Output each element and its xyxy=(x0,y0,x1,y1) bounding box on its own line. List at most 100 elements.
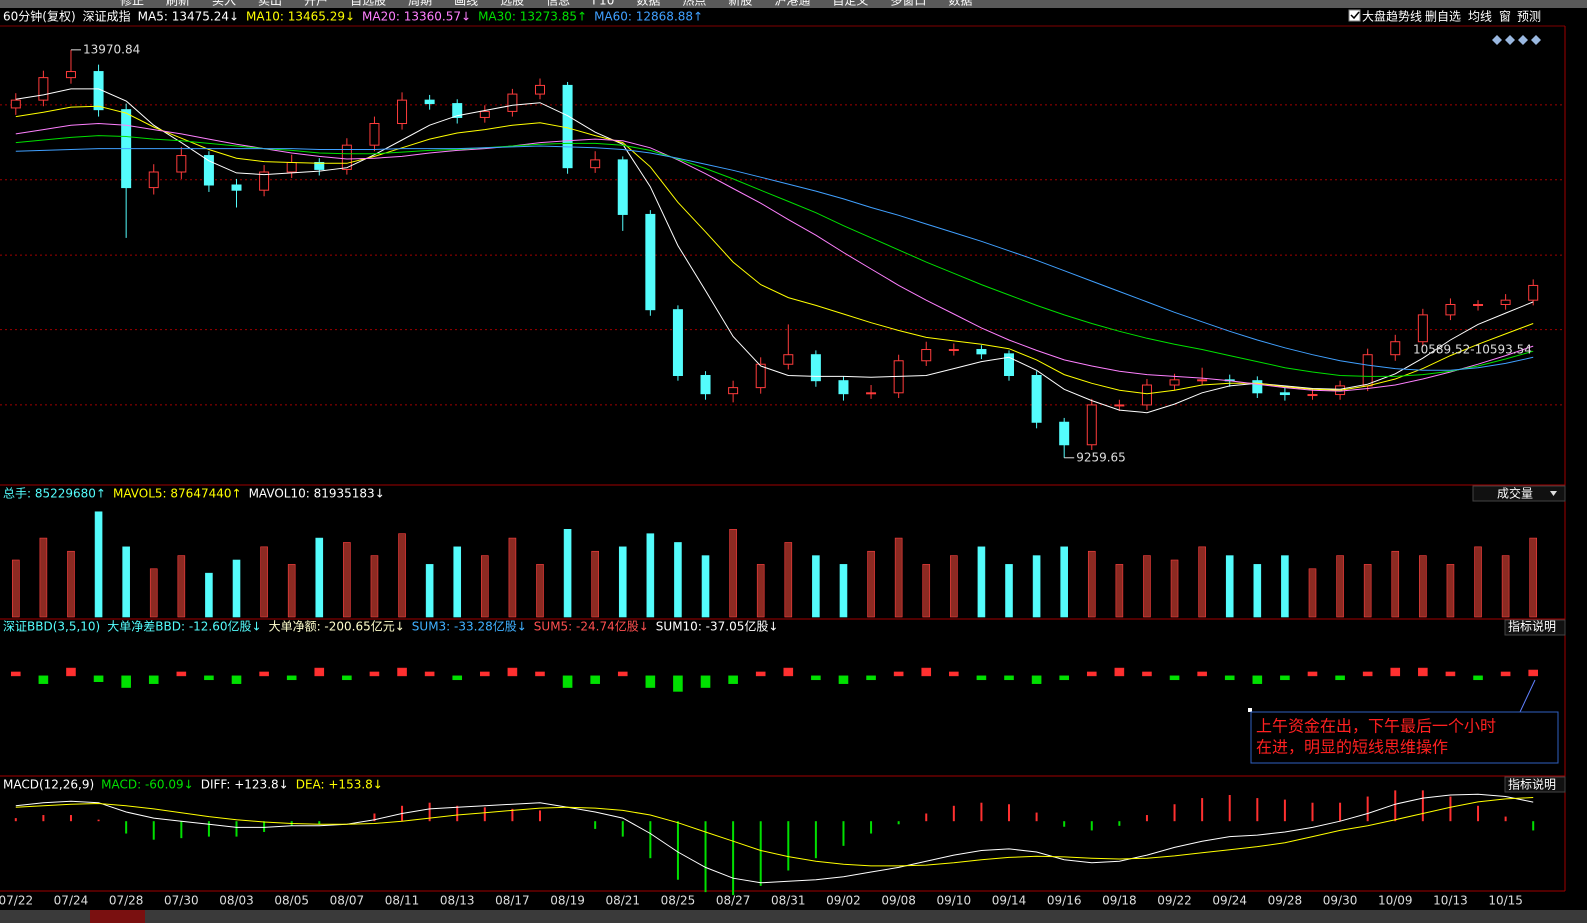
toolbar-item[interactable]: 卖出 xyxy=(258,0,282,8)
toolbar-button[interactable]: 大盘趋势线 xyxy=(1362,9,1422,24)
bar xyxy=(617,671,628,677)
bar xyxy=(480,671,490,677)
toolbar-item[interactable]: 自定义 xyxy=(832,0,868,8)
bar xyxy=(453,546,462,618)
status-bar xyxy=(0,910,1587,923)
toolbar-item[interactable]: 画线 xyxy=(454,0,478,8)
x-tick-label: 09/18 xyxy=(1102,894,1137,908)
checkbox[interactable] xyxy=(1348,9,1361,22)
bar xyxy=(811,675,821,681)
x-tick-label: 08/25 xyxy=(661,894,696,908)
toolbar-button[interactable]: 均线 xyxy=(1468,10,1492,24)
bar xyxy=(1445,671,1456,677)
bar xyxy=(783,667,794,677)
bar xyxy=(507,667,518,677)
candle-body xyxy=(921,349,932,362)
bar xyxy=(259,671,269,677)
legend-item: SUM10: -37.05亿股↓ xyxy=(656,619,779,634)
candle-body xyxy=(1169,379,1180,386)
candle-body xyxy=(672,309,683,376)
legend-item: MA5: 13475.24↓ xyxy=(138,10,239,24)
bar xyxy=(10,671,21,677)
indicator-button[interactable] xyxy=(1472,485,1566,502)
toolbar-item[interactable]: 数据 xyxy=(636,0,660,8)
toolbar-button[interactable]: 窗 xyxy=(1499,10,1511,24)
toolbar-item[interactable]: 自选股 xyxy=(350,0,386,8)
candle-body xyxy=(1500,299,1511,305)
callout-text: 在进，明显的短线思维操作 xyxy=(1256,738,1448,757)
toolbar-item[interactable]: 选股 xyxy=(500,0,524,8)
candle-body xyxy=(176,155,187,173)
x-tick-label: 08/07 xyxy=(330,894,365,908)
toolbar-item[interactable]: 刷新 xyxy=(166,0,190,8)
bar xyxy=(369,671,380,677)
bar xyxy=(894,537,903,618)
bar xyxy=(977,546,986,618)
x-tick-label: 08/31 xyxy=(771,894,806,908)
toolbar-item[interactable]: 信息 xyxy=(546,0,570,8)
bar xyxy=(1280,675,1290,681)
legend-item: 总手: 85229680↑ xyxy=(3,487,106,501)
candle-body xyxy=(1445,303,1456,316)
indicator-button-label[interactable]: 指标说明 xyxy=(1508,619,1556,634)
header-bar xyxy=(0,8,1587,26)
candle-body xyxy=(783,354,794,365)
bar xyxy=(1005,564,1013,618)
candle-body xyxy=(1417,314,1428,343)
indicator-button-label[interactable]: 指标说明 xyxy=(1508,777,1556,792)
low-label: 9259.65 xyxy=(1076,450,1126,464)
indicator-button[interactable] xyxy=(1504,776,1566,793)
bar xyxy=(314,667,325,677)
toolbar-item[interactable]: 沪港通 xyxy=(774,0,810,8)
toolbar-item[interactable]: 热点 xyxy=(682,0,706,8)
toolbar-item[interactable]: 数据 xyxy=(948,0,972,8)
legend-item: MACD(12,26,9) xyxy=(3,778,94,792)
bar xyxy=(177,555,186,618)
toolbar-item[interactable]: 开户 xyxy=(304,0,328,8)
legend-item: SUM5: -24.74亿股↓ xyxy=(534,619,649,634)
bar xyxy=(1225,555,1234,618)
bar xyxy=(536,564,544,618)
bar xyxy=(94,511,103,618)
candle-body xyxy=(341,144,352,170)
toolbar-button[interactable]: 预测 xyxy=(1517,10,1541,24)
toolbar-item[interactable]: F10 xyxy=(592,0,614,8)
candle-body xyxy=(1473,303,1484,306)
legend-item: 60分钟(复权) xyxy=(3,9,76,24)
bar xyxy=(204,675,214,681)
bar xyxy=(839,564,848,618)
candle-body xyxy=(534,84,545,95)
toolbar-item[interactable]: 周期 xyxy=(408,0,432,8)
legend-item: 深证成指 xyxy=(83,9,131,24)
toolbar-item[interactable]: 多窗口 xyxy=(890,0,926,8)
bar xyxy=(921,667,932,677)
bar xyxy=(481,555,489,618)
bar xyxy=(1087,550,1096,618)
candle-body xyxy=(1114,404,1125,407)
indicator-button-label[interactable]: 成交量 xyxy=(1497,486,1533,501)
bar xyxy=(93,675,104,682)
candle-body xyxy=(838,380,849,395)
candle-body xyxy=(1031,374,1042,423)
indicator-button[interactable] xyxy=(1504,619,1566,636)
x-tick-label: 09/08 xyxy=(881,894,916,908)
x-tick-label: 07/22 xyxy=(0,894,33,908)
bar xyxy=(1059,675,1069,681)
bar xyxy=(1308,568,1317,618)
bar xyxy=(1362,671,1373,677)
x-tick-label: 09/10 xyxy=(937,894,972,908)
legend-item: DIFF: +123.8↓ xyxy=(201,778,289,792)
toolbar-item[interactable]: 新股 xyxy=(728,0,752,8)
bar xyxy=(1198,546,1206,618)
ma-line xyxy=(15,793,1534,884)
bar xyxy=(1032,555,1041,618)
bar xyxy=(1528,669,1539,677)
bar xyxy=(562,675,573,688)
bar xyxy=(121,675,131,688)
bar xyxy=(1253,564,1262,618)
toolbar-button[interactable]: 删自选 xyxy=(1425,10,1461,24)
bar xyxy=(370,555,379,618)
toolbar-item[interactable]: 修正 xyxy=(120,0,144,8)
toolbar-item[interactable]: 买入 xyxy=(212,0,236,8)
bar xyxy=(398,533,406,618)
